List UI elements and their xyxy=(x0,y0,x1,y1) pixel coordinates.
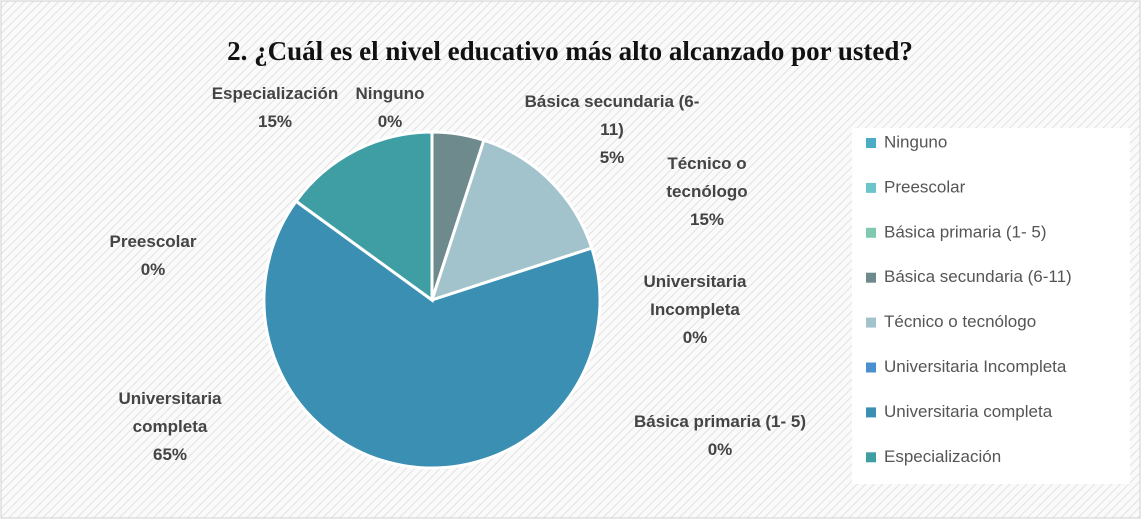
legend-marker xyxy=(866,317,876,328)
legend-box xyxy=(852,128,1130,484)
legend-marker xyxy=(866,452,876,463)
data-label-value: 0% xyxy=(707,440,733,459)
data-label-name: Universitaria Incompleta xyxy=(643,272,747,319)
data-label-value: 15% xyxy=(257,112,293,131)
data-label-value: 0% xyxy=(682,328,708,347)
legend-label: Básica primaria (1- 5) xyxy=(884,222,1047,241)
pie-slice xyxy=(262,199,602,470)
data-label-value: 0% xyxy=(377,112,403,131)
data-label: Universitaria completa 65% xyxy=(95,385,245,469)
legend-label: Ninguno xyxy=(884,132,947,151)
legend-label: Técnico o tecnólogo xyxy=(884,312,1036,331)
data-label-value: 15% xyxy=(689,210,725,229)
legend-marker xyxy=(866,362,876,373)
data-label: Ninguno 0% xyxy=(340,80,440,136)
legend-marker xyxy=(866,182,876,193)
legend-marker xyxy=(866,272,876,283)
legend-marker xyxy=(866,227,876,238)
legend-label: Preescolar xyxy=(884,177,966,196)
chart-title: 2. ¿Cuál es el nivel educativo más alto … xyxy=(227,36,913,66)
legend-label: Básica secundaria (6-11) xyxy=(884,267,1072,286)
data-label: Universitaria Incompleta 0% xyxy=(620,268,770,352)
data-label: Técnico o tecnólogo 15% xyxy=(652,150,762,234)
legend-label: Universitaria completa xyxy=(884,402,1053,421)
data-label: Básica primaria (1- 5) 0% xyxy=(600,408,840,464)
data-label-name: Preescolar xyxy=(109,232,197,251)
data-label: Básica secundaria (6-11) 5% xyxy=(522,88,702,172)
legend-marker xyxy=(866,138,876,148)
legend-marker xyxy=(866,407,876,418)
data-label-name: Básica primaria (1- 5) xyxy=(634,412,806,431)
data-label-name: Especialización xyxy=(211,84,339,103)
legend-label: Especialización xyxy=(884,447,1001,466)
data-label-value: 65% xyxy=(152,445,188,464)
data-label-name: Universitaria completa xyxy=(118,389,222,436)
data-label-name: Básica secundaria (6-11) xyxy=(524,92,700,139)
legend-label: Universitaria Incompleta xyxy=(884,357,1067,376)
data-label-name: Técnico o tecnólogo xyxy=(666,154,748,201)
data-label: Preescolar 0% xyxy=(88,228,218,284)
data-label-value: 5% xyxy=(599,148,625,167)
pie-slice xyxy=(293,130,434,303)
data-label-value: 0% xyxy=(140,260,166,279)
data-label-name: Ninguno xyxy=(355,84,425,103)
data-label: Especialización 15% xyxy=(210,80,340,136)
